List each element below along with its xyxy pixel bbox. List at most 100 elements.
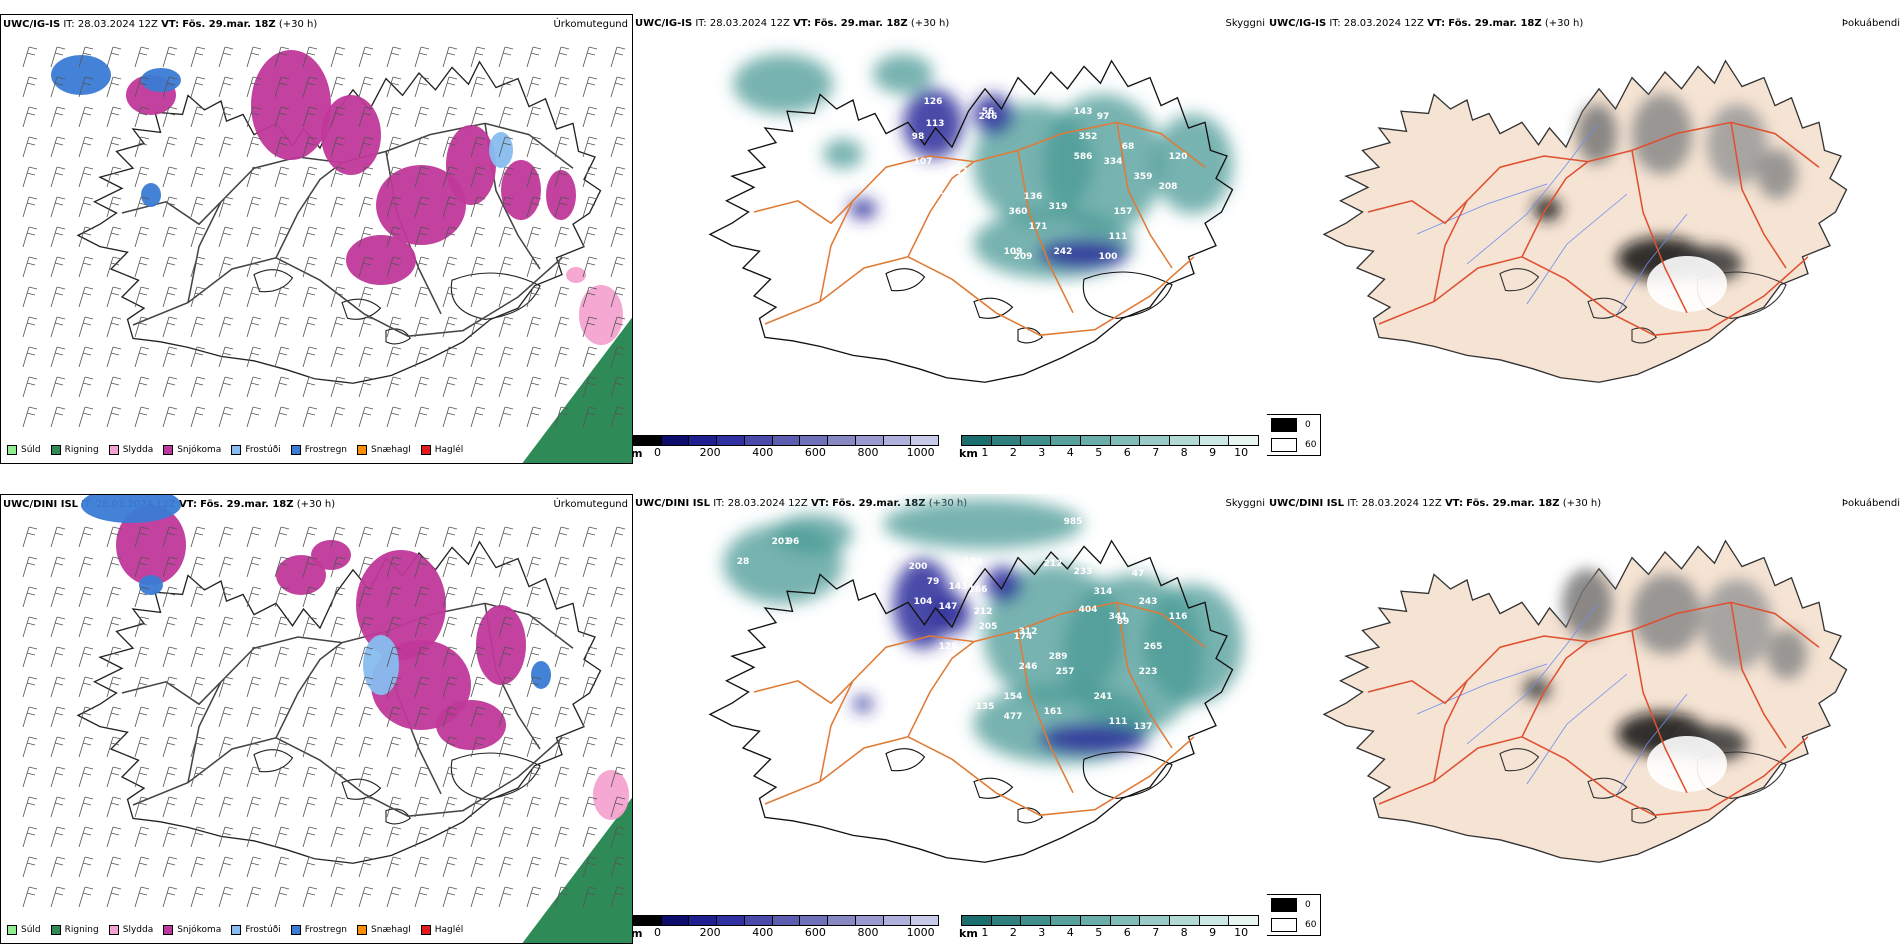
legend-label: Haglél [434,925,464,935]
colorbar-tick-label: 5 [1095,926,1103,939]
colorbar-swatch [634,436,662,445]
colorbar-swatch [661,916,690,925]
ceiling-value-label: 360 [1009,207,1028,217]
ceiling-value-label: 79 [927,577,940,587]
legend-swatch [163,925,174,935]
ceiling-value-label: 257 [1056,667,1075,677]
precip-legend: Súld Rigning Slydda Snjókoma Frostúði Frostre… [7,925,463,935]
ceiling-value-label: 135 [976,702,995,712]
ceiling-value-label: 477 [1004,712,1023,722]
colorbar-swatch [689,436,718,445]
colorbar-swatch [1051,916,1081,925]
visibility-field [723,499,1243,764]
legend-swatch [290,445,301,455]
legend-swatch [231,925,242,935]
colorbar-tick-label: 0 [653,926,661,939]
panel-header: UWC/IG-IS IT: 28.03.2024 12Z VT: Fös. 29… [3,19,318,30]
colorbar-tick-label: 6 [1123,446,1131,459]
legend-label: Frostúði [245,445,281,455]
colorbar-swatch [1110,436,1141,445]
colorbar-tick-label: 8 [1180,446,1188,459]
fog-map [1322,59,1848,383]
colorbar-swatch [689,916,718,925]
legend-swatch [7,445,17,455]
legend-label: Rigning [64,925,99,935]
colorbar-strip [961,435,1259,446]
colorbar-tick-label: 2 [1009,446,1017,459]
colorbar-tick-label: 7 [1152,446,1160,459]
precip-type-panel-row1: UWC/IG-IS IT: 28.03.2024 12Z VT: Fös. 29… [0,14,633,464]
colorbar-ticks: 1 2 3 4 5 6 7 8 9 10 [961,926,1259,939]
panel-header: UWC/IG-IS IT: 28.03.2024 12Z VT: Fös. 29… [1269,18,1584,29]
ceiling-value-label: 91 [932,187,945,197]
ceiling-value-label: 123 [949,227,968,237]
colorbar-swatch [883,436,912,445]
ceiling-value-label: 96 [787,537,800,547]
colorbar-swatch [800,436,829,445]
ceiling-value-label: 97 [1097,112,1110,122]
fog-title: Þokuábendi [1841,498,1900,509]
colorbar-swatch [800,916,829,925]
legend-item: Snæhagl [357,445,411,455]
colorbar-tick-label: 600 [804,446,826,459]
ceiling-visibility-panel-row1: UWC/IG-IS IT: 28.03.2024 12Z VT: Fös. 29… [633,14,1267,466]
visibility-title: Skyggni [1225,498,1265,509]
fog-map [1322,539,1848,863]
ceiling-colorbar: 0 200 400 600 800 1000 m [633,915,939,940]
legend-item: Snjókoma [163,445,221,455]
colorbar-swatch [855,436,884,445]
colorbar-ticks: 1 2 3 4 5 6 7 8 9 10 [961,446,1259,459]
colorbar-swatch [1169,916,1200,925]
ceiling-value-label: 176 [1169,247,1188,257]
ceiling-value-label: 223 [1139,667,1158,677]
rain-area [522,317,632,463]
colorbar-swatch [911,436,939,445]
visibility-colorbar: 1 2 3 4 5 6 7 8 9 10 km [959,915,1259,940]
colorbar-tick-label: 4 [1066,926,1074,939]
ceiling-value-label: 28 [737,557,750,567]
legend-swatch [420,925,431,935]
legend-item: Súld [7,445,41,455]
iceland-outline [708,539,1234,863]
colorbar-tick-label: 1 [981,446,989,459]
colorbar-swatch [1169,436,1200,445]
ceiling-value-label: 98 [957,197,970,207]
colorbar-swatch [991,916,1022,925]
ceiling-value-label: 212 [1044,559,1063,569]
ceiling-value-label: 98 [912,132,925,142]
colorbar-swatch [1199,916,1230,925]
legend-item: Frostúði [231,445,281,455]
ceiling-value-label: 56 [982,107,995,117]
iceland-outline [708,59,1234,383]
colorbar-tick-label: 400 [752,446,774,459]
legend-item: Haglél [420,445,463,455]
ceiling-value-label: 111 [1109,232,1128,242]
colorbar-unit: km [959,447,978,460]
legend-swatch [163,445,174,455]
colorbar-swatch [1229,916,1259,925]
colorbar-swatch [661,436,690,445]
colorbar-tick-label: 10 [1234,926,1249,939]
legend-swatch [357,925,368,935]
colorbar-swatch [1199,436,1230,445]
legend-swatch [357,445,368,455]
colorbar-tick-label: 2 [1009,926,1017,939]
ceiling-value-label: 352 [1079,132,1098,142]
ceiling-value-label: 208 [1159,182,1178,192]
ceiling-value-label: 200 [909,562,928,572]
legend-label: Frostregn [304,445,348,455]
wind-barbs [22,526,626,908]
visibility-title: Skyggni [1225,18,1265,29]
legend-label: Snjókoma [177,445,222,455]
colorbar-swatch [1021,916,1052,925]
legend-item: Haglél [420,925,464,935]
colorbar-strip [961,915,1259,926]
colorbar-swatch [744,436,773,445]
ceiling-visibility-panel-row2: UWC/DINI ISL IT: 28.03.2024 12Z VT: Fös.… [633,494,1267,946]
colorbar-swatch [828,436,856,445]
colorbar-tick-label: 0 [653,446,661,459]
ceiling-value-label: 233 [1074,567,1093,577]
ceiling-value-label: 201 [772,537,791,547]
